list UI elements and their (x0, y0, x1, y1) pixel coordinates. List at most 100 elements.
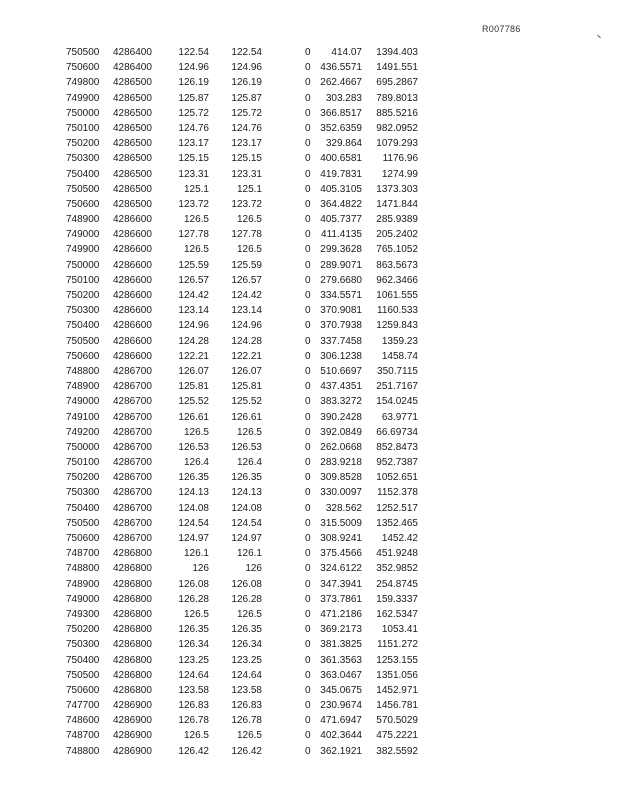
table-row: 750500 4286700 124.54 124.54 0 315.5009 1352.4… (0, 516, 618, 531)
cell-v2: 1160.533 (377, 305, 418, 317)
cell-x: 750400 (66, 654, 100, 666)
data-table: 750500 4286400 122.54 122.54 0 414.07 1394.403… (0, 45, 618, 759)
cell-elev-a: 126.08 (178, 578, 209, 590)
cell-elev-a: 123.31 (178, 168, 209, 180)
cell-elev-a: 126.78 (178, 715, 209, 727)
cell-x: 750300 (66, 305, 100, 317)
cell-y: 4286700 (113, 365, 152, 377)
cell-elev-b: 125.52 (231, 396, 262, 408)
cell-y: 4286700 (113, 426, 152, 438)
cell-elev-a: 126.35 (178, 624, 209, 636)
cell-v2: 852.8473 (376, 441, 418, 453)
cell-v1: 337.7458 (320, 335, 362, 347)
table-row: 750200 4286600 124.42 124.42 0 334.5571 1061.5… (0, 288, 618, 303)
cell-y: 4286800 (113, 548, 152, 560)
cell-x: 747700 (66, 700, 100, 712)
cell-v2: 765.1052 (376, 244, 418, 256)
cell-elev-b: 125.59 (231, 259, 262, 271)
cell-y: 4286800 (113, 578, 152, 590)
cell-elev-a: 124.96 (178, 62, 209, 74)
cell-elev-a: 126.42 (178, 745, 209, 757)
cell-elev-a: 126.61 (178, 411, 209, 423)
cell-v2: 1253.155 (376, 654, 418, 666)
cell-elev-b: 126.4 (236, 457, 262, 469)
cell-y: 4286400 (113, 47, 152, 58)
table-row: 749900 4286600 126.5 126.5 0 299.3628 765.1052 (0, 242, 618, 257)
cell-flag: 0 (305, 92, 311, 104)
cell-flag: 0 (305, 138, 311, 150)
cell-v2: 885.5216 (376, 107, 418, 119)
cell-v2: 205.2402 (376, 229, 418, 241)
cell-elev-b: 124.08 (231, 502, 262, 514)
cell-x: 748800 (66, 563, 100, 575)
cell-x: 749900 (66, 92, 100, 104)
cell-x: 749300 (66, 608, 100, 620)
cell-v1: 315.5009 (320, 517, 362, 529)
cell-v1: 370.9081 (320, 305, 362, 317)
cell-x: 750400 (66, 320, 100, 332)
cell-elev-a: 126.53 (178, 441, 209, 453)
table-row: 750200 4286800 126.35 126.35 0 369.2173 1053.4… (0, 622, 618, 637)
cell-flag: 0 (305, 502, 311, 514)
cell-v2: 1394.403 (376, 47, 418, 58)
cell-elev-b: 126.83 (231, 700, 262, 712)
cell-flag: 0 (305, 700, 311, 712)
cell-v1: 334.5571 (320, 290, 362, 301)
cell-flag: 0 (305, 730, 311, 742)
cell-flag: 0 (305, 365, 311, 377)
table-row: 750300 4286700 124.13 124.13 0 330.0097 1152.3… (0, 485, 618, 500)
cell-elev-a: 126.07 (178, 365, 209, 377)
cell-elev-b: 126.35 (231, 624, 262, 636)
cell-flag: 0 (305, 350, 311, 362)
cell-elev-b: 126.34 (231, 639, 262, 651)
cell-x: 748800 (66, 745, 100, 757)
cell-v1: 262.0668 (320, 441, 362, 453)
cell-y: 4286500 (113, 183, 152, 195)
cell-elev-b: 124.28 (231, 335, 262, 347)
cell-elev-b: 126.5 (236, 214, 262, 226)
cell-v2: 982.0952 (376, 122, 418, 134)
cell-elev-b: 124.13 (231, 487, 262, 499)
cell-flag: 0 (305, 335, 311, 347)
cell-elev-a: 122.54 (178, 47, 209, 58)
cell-elev-b: 125.81 (231, 381, 262, 393)
cell-x: 750100 (66, 122, 100, 134)
cell-y: 4286700 (113, 502, 152, 514)
cell-x: 750500 (66, 669, 100, 681)
cell-v2: 1491.551 (376, 62, 418, 74)
cell-x: 748700 (66, 730, 100, 742)
cell-v1: 230.9674 (320, 700, 362, 712)
cell-x: 750200 (66, 472, 100, 484)
cell-v1: 375.4566 (320, 548, 362, 560)
cell-v1: 436.5571 (320, 62, 362, 74)
cell-elev-b: 126.5 (236, 426, 262, 438)
cell-elev-a: 125.59 (178, 259, 209, 271)
table-row: 748900 4286800 126.08 126.08 0 347.3941 254.87… (0, 577, 618, 592)
cell-elev-a: 124.08 (178, 502, 209, 514)
cell-elev-b: 126.5 (236, 608, 262, 620)
cell-x: 750000 (66, 441, 100, 453)
table-row: 749000 4286700 125.52 125.52 0 383.3272 154.02… (0, 394, 618, 409)
cell-x: 749000 (66, 396, 100, 408)
cell-y: 4286600 (113, 335, 152, 347)
cell-elev-a: 124.13 (178, 487, 209, 499)
cell-flag: 0 (305, 563, 311, 575)
cell-elev-a: 126.5 (183, 426, 209, 438)
cell-flag: 0 (305, 168, 311, 180)
cell-elev-a: 125.1 (183, 183, 209, 195)
table-row: 749000 4286800 126.28 126.28 0 373.7861 159.33… (0, 592, 618, 607)
cell-elev-b: 126.28 (231, 593, 262, 605)
cell-v2: 962.3466 (376, 274, 418, 286)
cell-v1: 437.4351 (320, 381, 362, 393)
cell-v2: 285.9389 (376, 214, 418, 226)
cell-x: 750600 (66, 533, 100, 544)
table-row: 750500 4286800 124.64 124.64 0 363.0467 1351.0… (0, 668, 618, 683)
cell-v1: 361.3563 (320, 654, 362, 666)
cell-y: 4286700 (113, 411, 152, 423)
cell-x: 750300 (66, 487, 100, 499)
cell-flag: 0 (305, 153, 311, 165)
cell-elev-b: 126.19 (231, 77, 262, 89)
cell-elev-a: 123.17 (178, 138, 209, 150)
cell-elev-a: 125.81 (178, 381, 209, 393)
cell-v1: 306.1238 (320, 350, 362, 362)
